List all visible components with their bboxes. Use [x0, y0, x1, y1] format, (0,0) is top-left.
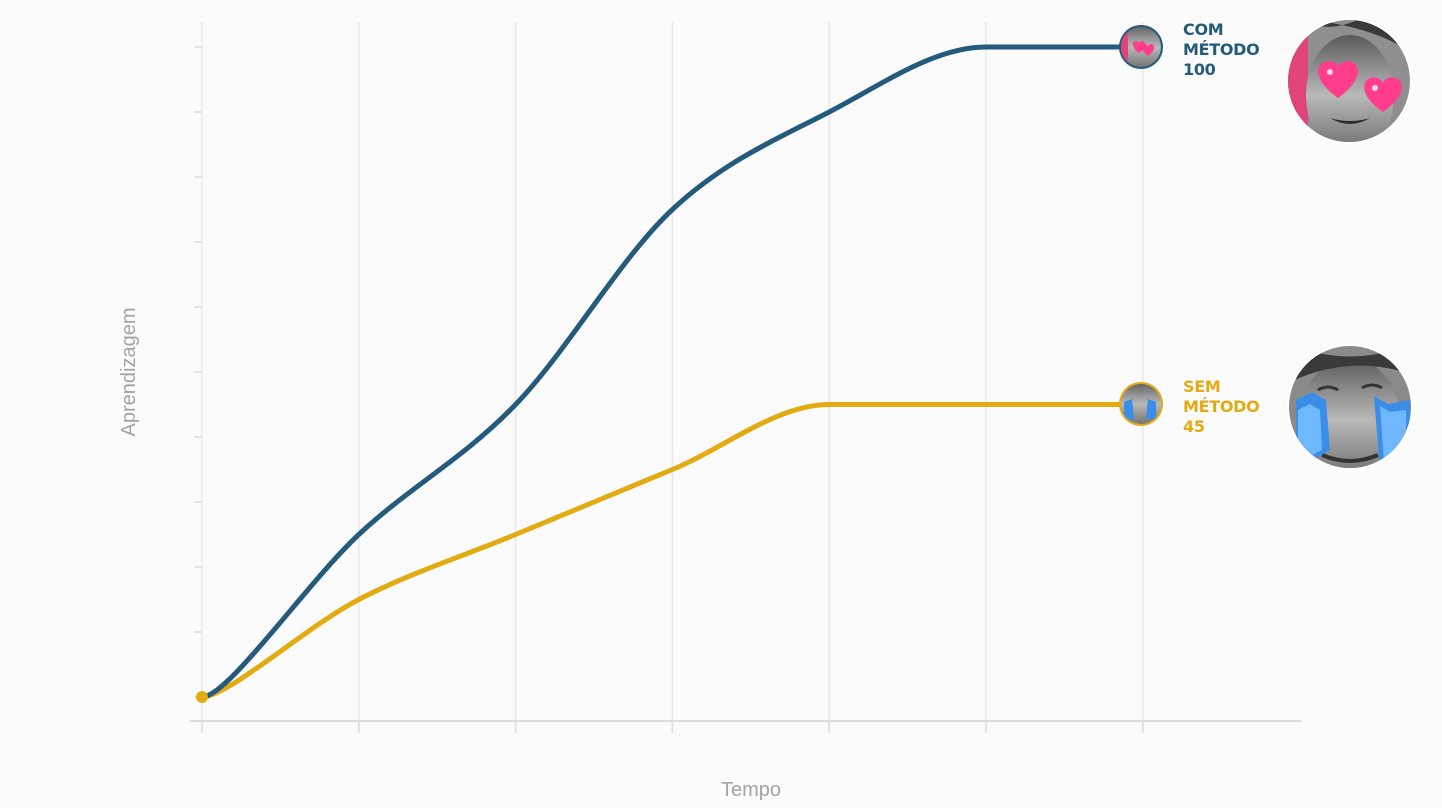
series-line-sem-metodo	[199, 401, 1146, 700]
x-axis-title: Tempo	[721, 779, 781, 801]
y-axis-title: Aprendizagem	[118, 308, 140, 437]
sem-metodo-label: SEM MÉTODO 45	[1183, 377, 1265, 436]
com-metodo-marker-avatar	[1119, 25, 1163, 69]
com-metodo-label: COM MÉTODO 100	[1183, 20, 1265, 79]
sem-metodo-marker-avatar	[1119, 382, 1163, 426]
series-lines	[196, 44, 1146, 703]
start-point	[196, 691, 208, 703]
series-line-com-metodo	[199, 44, 1146, 700]
heart-eyes-face-icon	[1286, 18, 1412, 144]
axis-ticks	[194, 46, 1144, 733]
grid-lines	[201, 22, 1144, 721]
crying-face-icon	[1287, 344, 1413, 470]
